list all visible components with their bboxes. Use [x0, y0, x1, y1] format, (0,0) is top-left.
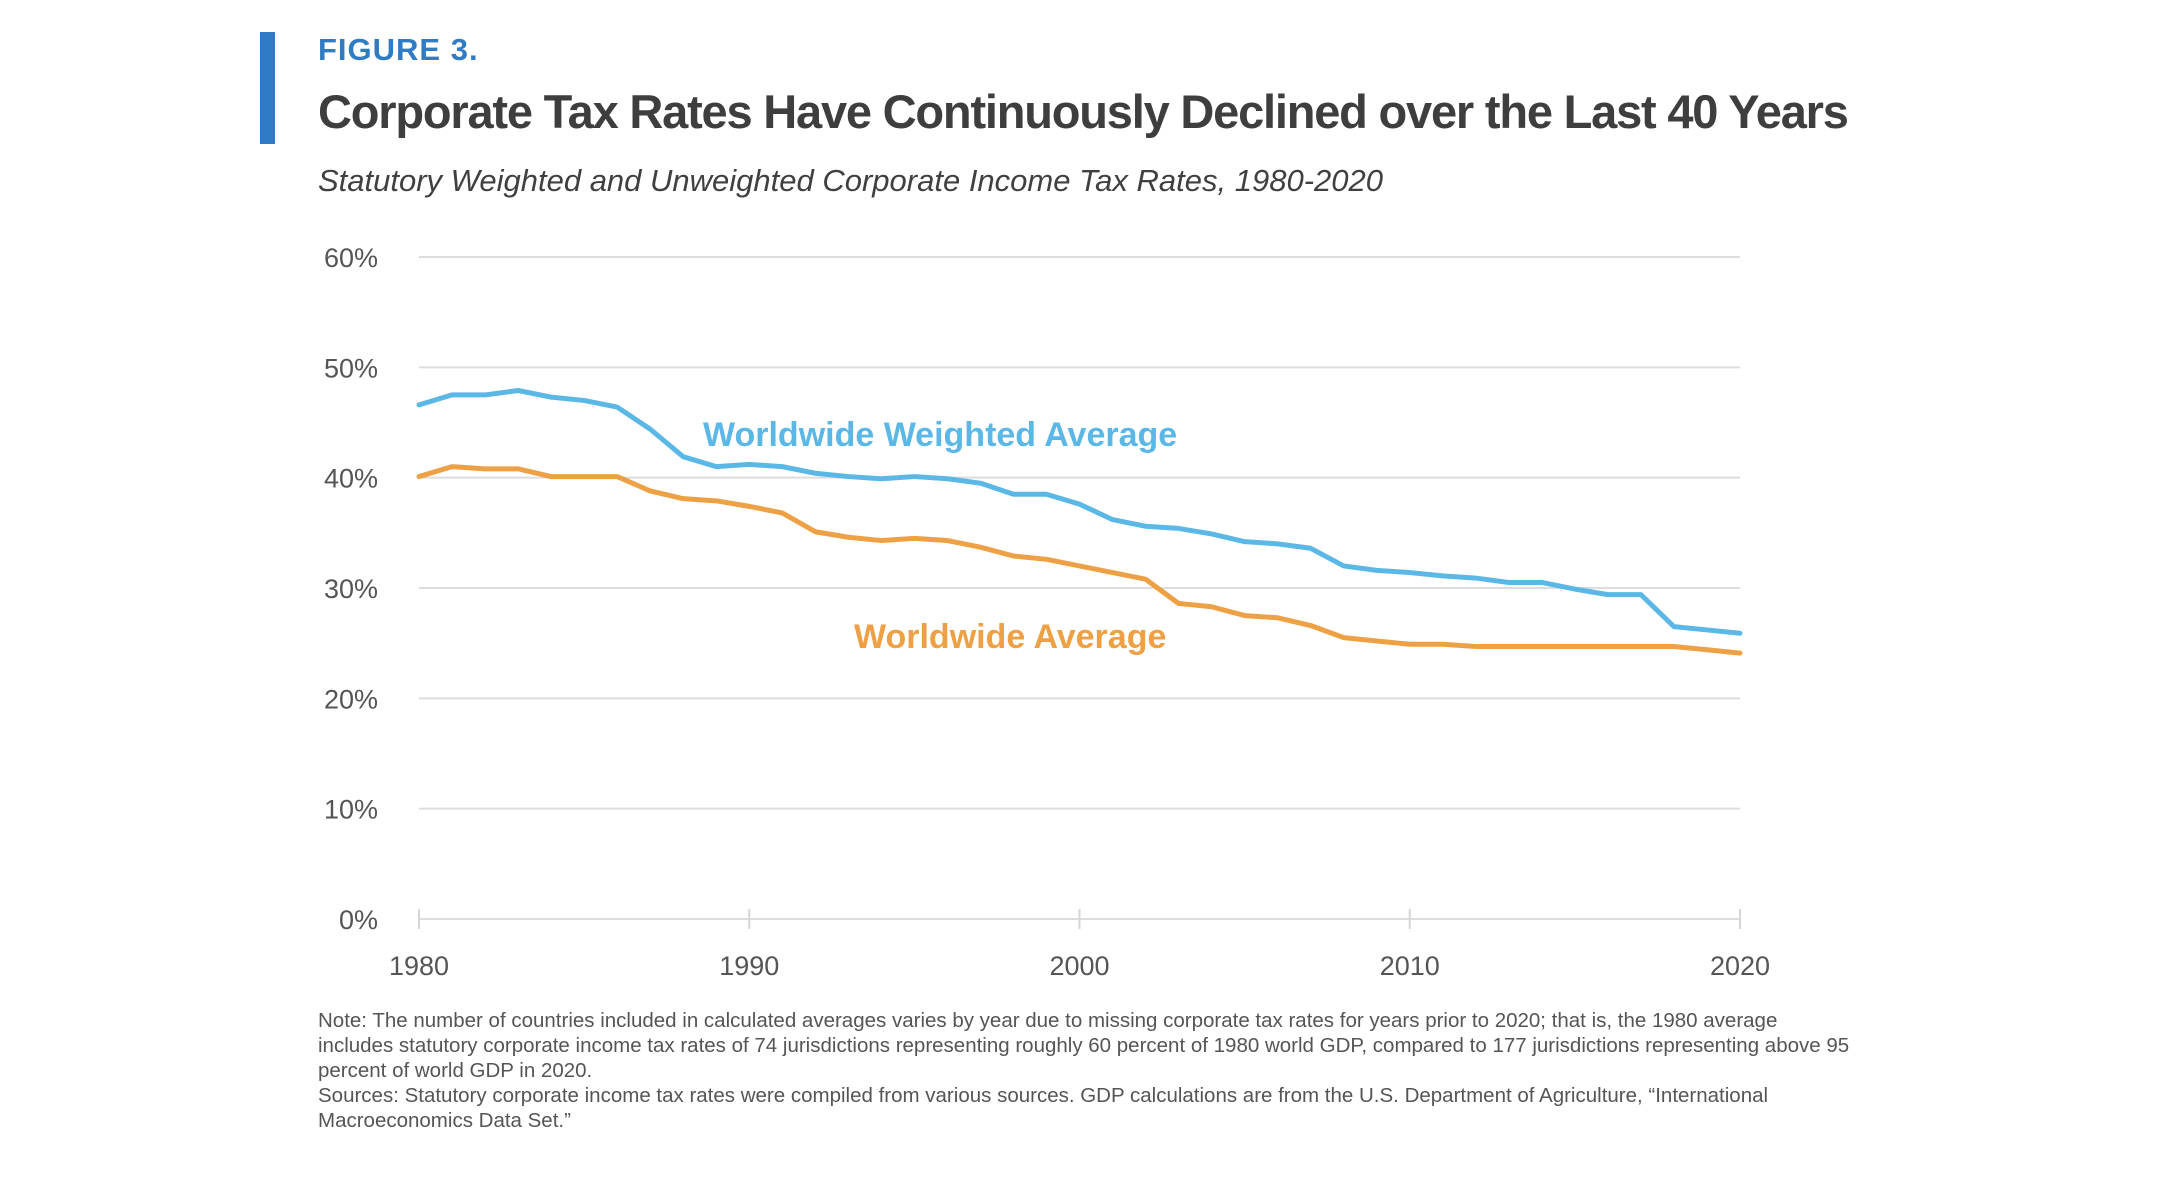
- y-tick-label: 50%: [324, 353, 378, 383]
- chart-notes: Note: The number of countries included i…: [318, 1008, 1858, 1133]
- x-tick-label: 2000: [1049, 951, 1109, 981]
- series-label-weighted-average: Worldwide Weighted Average: [703, 416, 1177, 454]
- gridlines: [419, 256, 1740, 920]
- chart-title: Corporate Tax Rates Have Continuously De…: [318, 85, 1849, 138]
- chart-subtitle: Statutory Weighted and Unweighted Corpor…: [318, 163, 1383, 198]
- y-tick-label: 30%: [324, 574, 378, 604]
- x-axis: 1980 1990 2000 2010 2020: [389, 909, 1770, 981]
- y-tick-label: 60%: [324, 243, 378, 273]
- x-tick-label: 2010: [1380, 951, 1440, 981]
- y-tick-label: 0%: [339, 905, 378, 935]
- line-chart: 0% 10% 20% 30% 40% 50% 60% 1980 1990 2000 2010 202…: [324, 243, 1770, 981]
- figure-label: FIGURE 3.: [318, 32, 479, 67]
- x-tick-label: 1990: [719, 951, 779, 981]
- series-lines: [416, 388, 1743, 656]
- x-tick-label: 2020: [1710, 951, 1770, 981]
- y-axis-tick-labels: 0% 10% 20% 30% 40% 50% 60%: [324, 243, 378, 935]
- y-tick-label: 20%: [324, 684, 378, 714]
- note-text: Note: The number of countries included i…: [318, 1009, 1850, 1082]
- accent-bar: [260, 32, 275, 144]
- series-labels: Worldwide Weighted Average Worldwide Aver…: [703, 416, 1177, 656]
- x-tick-label: 1980: [389, 951, 449, 981]
- y-tick-label: 10%: [324, 795, 378, 825]
- series-label-worldwide-average: Worldwide Average: [854, 618, 1166, 656]
- y-tick-label: 40%: [324, 464, 378, 494]
- sources-text: Sources: Statutory corporate income tax …: [318, 1084, 1769, 1132]
